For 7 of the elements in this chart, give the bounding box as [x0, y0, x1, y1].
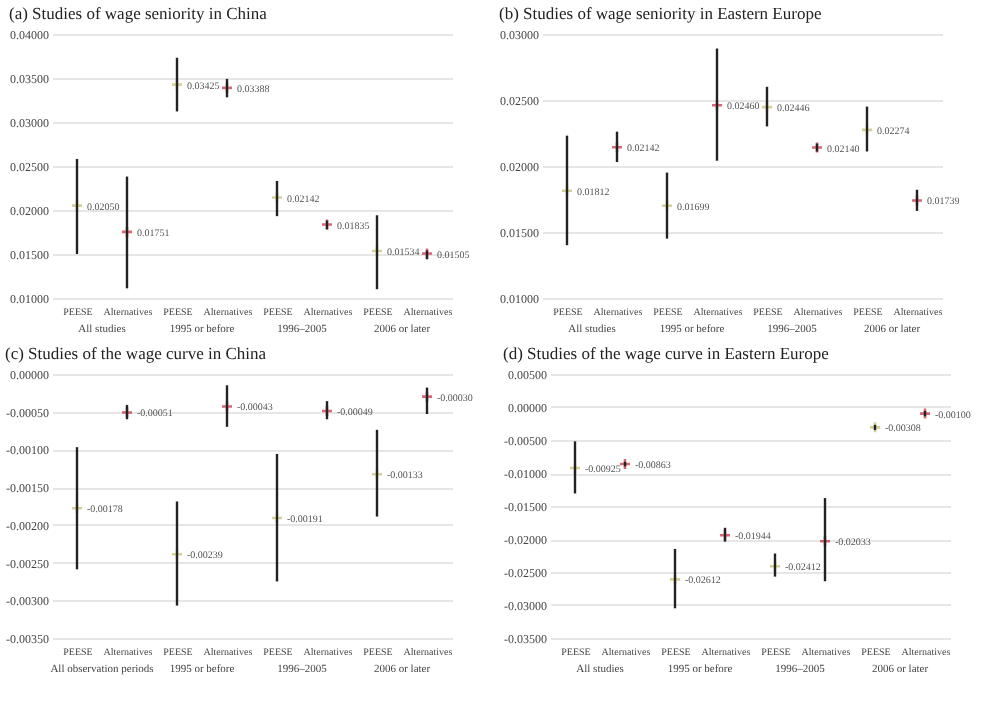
point [618, 457, 632, 471]
point [868, 421, 882, 434]
chart-title: (d) Studies of the wage curve in Eastern Europe [503, 343, 830, 363]
point [918, 407, 932, 420]
chart-title: (a) Studies of wage seniority in China [9, 3, 268, 23]
chart-title: (c) Studies of the wage curve in China [5, 343, 267, 363]
chart-title: (b) Studies of wage seniority in Eastern Europe [499, 3, 822, 23]
